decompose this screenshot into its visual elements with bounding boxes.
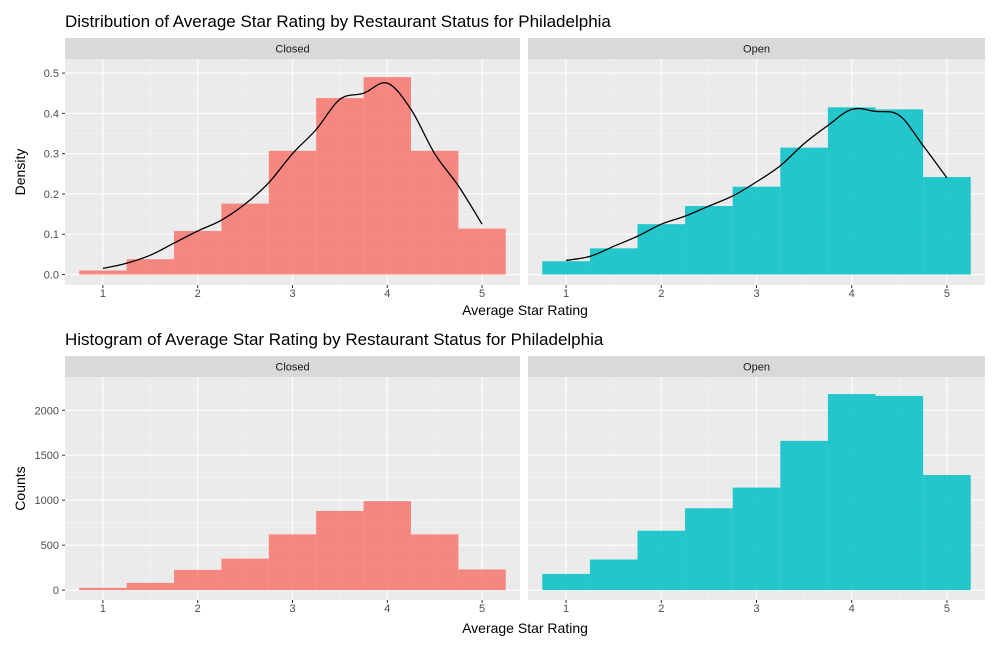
histogram-bar <box>221 203 269 275</box>
histogram-bar <box>126 259 175 275</box>
density-curve <box>102 82 483 270</box>
histogram-bar <box>410 150 459 275</box>
x-tick-label: 4 <box>384 603 390 615</box>
histogram-bar <box>923 177 971 275</box>
histogram-bar <box>637 224 686 275</box>
histogram-bar <box>79 587 127 591</box>
histogram-bar <box>732 186 781 275</box>
histogram-bar <box>923 475 971 591</box>
y-tick-label: 0.3 <box>44 149 59 161</box>
histogram-bar <box>875 395 924 591</box>
x-tick-label: 3 <box>753 603 759 615</box>
x-tick-label: 4 <box>849 603 855 615</box>
y-axis-label: Density <box>12 149 28 196</box>
facet-open: Open 1 2 3 4 5 <box>528 38 985 300</box>
histogram-bar <box>827 107 876 275</box>
x-tick-label: 2 <box>658 288 664 300</box>
histogram-bar <box>685 508 733 591</box>
facet-strip-label: Closed <box>275 362 309 374</box>
x-tick-label: 5 <box>944 288 950 300</box>
y-axis-label: Counts <box>12 466 28 510</box>
histogram-bar <box>827 394 876 591</box>
histogram-bar <box>637 530 686 591</box>
chart-2: Histogram of Average Star Rating by Rest… <box>12 330 985 636</box>
histogram-bar <box>174 569 222 591</box>
density-curve <box>565 107 948 262</box>
histogram-bar <box>458 228 506 275</box>
x-tick-label: 1 <box>100 603 106 615</box>
histogram-bar <box>268 534 317 591</box>
x-tick-label: 2 <box>658 603 664 615</box>
y-tick-label: 0 <box>53 585 59 597</box>
y-tick-label: 500 <box>41 540 59 552</box>
chart-title: Distribution of Average Star Rating by R… <box>65 12 611 31</box>
facet-strip <box>65 356 520 377</box>
facet-strip <box>528 38 985 59</box>
facet-open: Open 1 2 3 4 5 <box>528 356 985 615</box>
histogram-bar <box>875 109 924 275</box>
x-tick-label: 5 <box>944 603 950 615</box>
y-tick-label: 0.4 <box>44 108 59 120</box>
chart-title: Histogram of Average Star Rating by Rest… <box>65 330 604 349</box>
y-tick-label: 0.0 <box>44 270 59 282</box>
facet-strip-label: Open <box>743 362 770 374</box>
facet-strip-label: Open <box>743 44 770 56</box>
facet-closed: Closed 1 2 3 4 5 0.0 0.1 0.2 0.3 0.4 0.5 <box>44 38 520 300</box>
facet-strip <box>528 356 985 377</box>
chart-1: Distribution of Average Star Rating by R… <box>12 12 985 318</box>
histogram-bar <box>542 573 590 591</box>
x-tick-label: 5 <box>479 288 485 300</box>
x-tick-label: 3 <box>289 288 295 300</box>
y-tick-label: 0.1 <box>44 229 59 241</box>
histogram-bar <box>363 77 411 275</box>
histogram-bar <box>780 147 828 275</box>
histogram-bar <box>780 440 828 591</box>
histogram-bar <box>458 569 506 591</box>
x-tick-label: 5 <box>479 603 485 615</box>
histogram-bar <box>589 559 638 591</box>
facet-strip <box>65 38 520 59</box>
histogram-bar <box>126 582 175 591</box>
x-tick-label: 1 <box>100 288 106 300</box>
histogram-bar <box>732 487 781 591</box>
histogram-bar <box>268 150 317 275</box>
x-tick-label: 1 <box>563 603 569 615</box>
histogram-bar <box>685 206 733 275</box>
y-tick-label: 0.5 <box>44 68 59 80</box>
histogram-bar <box>221 558 269 591</box>
histogram-bar <box>316 98 364 275</box>
x-tick-label: 1 <box>563 288 569 300</box>
histogram-bar <box>79 270 127 275</box>
facet-closed: Closed 1 2 3 4 5 0 500 1000 1500 2000 <box>35 356 520 615</box>
x-tick-label: 3 <box>753 288 759 300</box>
x-tick-label: 4 <box>849 288 855 300</box>
histogram-bar <box>174 231 222 275</box>
x-tick-label: 3 <box>289 603 295 615</box>
facet-strip-label: Closed <box>275 44 309 56</box>
histogram-bar <box>316 510 364 591</box>
x-axis-label: Average Star Rating <box>462 302 588 318</box>
y-tick-label: 1000 <box>35 495 59 507</box>
x-tick-label: 2 <box>195 603 201 615</box>
histogram-bar <box>363 501 411 591</box>
x-tick-label: 2 <box>195 288 201 300</box>
histogram-bar <box>542 261 590 275</box>
y-tick-label: 1500 <box>35 450 59 462</box>
histogram-bar <box>589 248 638 275</box>
y-tick-label: 2000 <box>35 405 59 417</box>
x-tick-label: 4 <box>384 288 390 300</box>
x-axis-label: Average Star Rating <box>462 620 588 636</box>
y-tick-label: 0.2 <box>44 189 59 201</box>
histogram-bar <box>410 534 459 591</box>
